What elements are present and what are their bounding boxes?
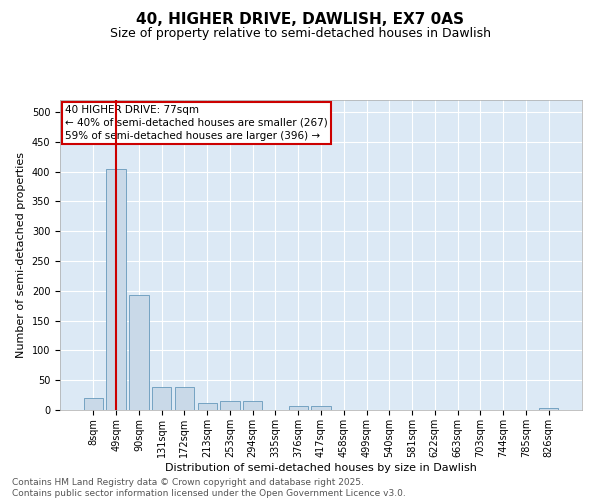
Bar — [106, 168, 126, 410]
Bar — [175, 388, 194, 410]
Bar — [84, 398, 103, 410]
Y-axis label: Number of semi-detached properties: Number of semi-detached properties — [16, 152, 26, 358]
Text: 40, HIGHER DRIVE, DAWLISH, EX7 0AS: 40, HIGHER DRIVE, DAWLISH, EX7 0AS — [136, 12, 464, 28]
Text: Contains HM Land Registry data © Crown copyright and database right 2025.
Contai: Contains HM Land Registry data © Crown c… — [12, 478, 406, 498]
Text: 40 HIGHER DRIVE: 77sqm
← 40% of semi-detached houses are smaller (267)
59% of se: 40 HIGHER DRIVE: 77sqm ← 40% of semi-det… — [65, 104, 328, 141]
Bar — [539, 408, 558, 410]
Bar — [243, 401, 262, 410]
Bar — [220, 401, 239, 410]
Bar — [152, 388, 172, 410]
Bar — [311, 406, 331, 410]
Bar — [289, 406, 308, 410]
Bar — [129, 295, 149, 410]
Bar — [197, 404, 217, 410]
X-axis label: Distribution of semi-detached houses by size in Dawlish: Distribution of semi-detached houses by … — [165, 462, 477, 472]
Text: Size of property relative to semi-detached houses in Dawlish: Size of property relative to semi-detach… — [110, 28, 491, 40]
